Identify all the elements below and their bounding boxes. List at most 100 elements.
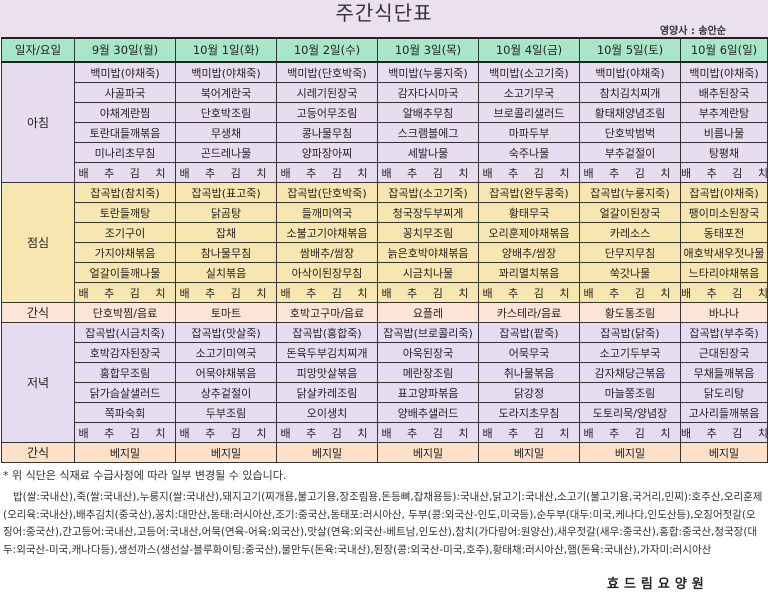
menu-cell: 배 추 김 치 <box>579 282 681 303</box>
menu-cell: 잡곡밥(홍합죽) <box>276 322 378 343</box>
menu-cell: 배 추 김 치 <box>478 422 580 443</box>
night-snack-row: 간식 베지밀 베지밀 베지밀 베지밀 베지밀 베지밀 베지밀 <box>1 442 768 463</box>
menu-cell: 청국장두부찌게 <box>377 202 479 223</box>
menu-cell: 오이생치 <box>276 402 378 423</box>
menu-cell: 쌈배추/쌈장 <box>276 242 378 263</box>
menu-cell: 배 추 김 치 <box>478 282 580 303</box>
breakfast-row: 아침 백미밥(야채죽) 백미밥(야채죽) 백미밥(단호박죽) 백미밥(누룽지죽) 백미밥(… <box>1 61 768 183</box>
breakfast-row: 미나리초무침 곤드레나물 양파장아찌 세발나물 숙주나물 부추겉절이 탕평채 <box>2 142 768 163</box>
menu-cell: 베지밀 <box>579 442 681 463</box>
menu-cell: 배 추 김 치 <box>276 422 378 443</box>
menu-cell: 잡곡밥(단호박죽) <box>276 182 378 203</box>
day-header: 9월 30일(월) <box>74 37 176 63</box>
lunch-label: 점심 <box>1 182 75 303</box>
menu-cell: 배 추 김 치 <box>175 422 277 443</box>
menu-cell: 고사리들깨볶음 <box>680 402 768 423</box>
menu-cell: 잡곡밥(야채죽) <box>680 182 768 203</box>
menu-cell: 배추된장국 <box>680 82 768 103</box>
weekly-menu-table: 일자/요일 9월 30일(월) 10월 1일(화) 10월 2일(수) 10월 … <box>1 37 768 463</box>
menu-cell: 무채들깨볶음 <box>680 362 768 383</box>
menu-cell: 표고양파볶음 <box>377 382 479 403</box>
dinner-row: 홍합무조림 어묵야채볶음 피망맛살볶음 메란장조림 취나물볶음 감자채당근볶음 무채들깨볶음 <box>2 362 768 383</box>
menu-cell: 배 추 김 치 <box>74 162 176 183</box>
menu-cell: 얼갈이들깨나물 <box>74 262 176 283</box>
menu-cell: 베지밀 <box>377 442 479 463</box>
corner-header: 일자/요일 <box>1 37 75 63</box>
breakfast-row: 토란대들깨볶음 무생채 콩나물무침 스크램블에그 마파두부 단호박범벅 비름나물 <box>2 122 768 143</box>
menu-cell: 느타리야채볶음 <box>680 262 768 283</box>
menu-cell: 베지밀 <box>74 442 176 463</box>
lunch-row: 점심 잡곡밥(참치죽) 잡곡밥(표고죽) 잡곡밥(단호박죽) 잡곡밥(소고기죽) 잡곡밥(… <box>1 182 768 303</box>
menu-cell: 콩나물무침 <box>276 122 378 143</box>
menu-cell: 잡곡밥(참치죽) <box>74 182 176 203</box>
menu-cell: 양배추샐러드 <box>377 402 479 423</box>
menu-cell: 야채계란찜 <box>74 102 176 123</box>
menu-cell: 닭도리탕 <box>680 382 768 403</box>
menu-cell: 배 추 김 치 <box>377 422 479 443</box>
menu-cell: 아욱된장국 <box>377 342 479 363</box>
change-disclaimer: * 위 식단은 식재료 수급사정에 따라 일부 변경될 수 있습니다. <box>3 469 287 482</box>
menu-cell: 잡곡밥(누룽지죽) <box>579 182 681 203</box>
menu-cell: 단호박찜/음료 <box>74 302 176 323</box>
menu-cell: 메란장조림 <box>377 362 479 383</box>
menu-cell: 닭곰탕 <box>175 202 277 223</box>
menu-cell: 백미밥(소고기죽) <box>478 61 580 83</box>
menu-cell: 두부조림 <box>175 402 277 423</box>
dinner-row: 닭가슴살샐러드 상추겉절이 닭살카레조림 표고양파볶음 닭강정 마늘쫑조림 닭도리탕 <box>2 382 768 403</box>
menu-cell: 닭강정 <box>478 382 580 403</box>
menu-cell: 잡곡밥(닭죽) <box>579 322 681 343</box>
menu-cell: 근대된장국 <box>680 342 768 363</box>
breakfast-row: 야채계란찜 단호박조림 고등어무조림 알배추무침 브로콜리샐러드 황태채양념조림 부추계란탕 <box>2 102 768 123</box>
menu-cell: 베지밀 <box>680 442 768 463</box>
menu-cell: 조기구이 <box>74 222 176 243</box>
day-header: 10월 5일(토) <box>579 37 681 63</box>
menu-cell: 토란대들깨볶음 <box>74 122 176 143</box>
menu-cell: 황도통조림 <box>579 302 681 323</box>
menu-cell: 양파장아찌 <box>276 142 378 163</box>
day-header: 10월 3일(목) <box>377 37 479 63</box>
menu-cell: 토마트 <box>175 302 277 323</box>
menu-cell: 소고기무국 <box>478 82 580 103</box>
menu-cell: 배 추 김 치 <box>175 282 277 303</box>
menu-cell: 브로콜리샐러드 <box>478 102 580 123</box>
menu-cell: 배 추 김 치 <box>680 162 768 183</box>
menu-cell: 취나물볶음 <box>478 362 580 383</box>
menu-cell: 동태포전 <box>680 222 768 243</box>
menu-cell: 꽈리멸치볶음 <box>478 262 580 283</box>
menu-cell: 토란들깨탕 <box>74 202 176 223</box>
menu-cell: 백미밥(야채죽) <box>579 61 681 83</box>
menu-cell: 베지밀 <box>478 442 580 463</box>
menu-cell: 마늘쫑조림 <box>579 382 681 403</box>
menu-cell: 잡곡밥(브로콜리죽) <box>377 322 479 343</box>
menu-cell: 어묵무국 <box>478 342 580 363</box>
menu-cell: 늙은호박야채볶음 <box>377 242 479 263</box>
menu-cell: 잡곡밥(완두콩죽) <box>478 182 580 203</box>
menu-cell: 배 추 김 치 <box>74 282 176 303</box>
menu-cell: 얼갈이된장국 <box>579 202 681 223</box>
menu-cell: 홍합무조림 <box>74 362 176 383</box>
menu-cell: 닭살카레조림 <box>276 382 378 403</box>
menu-cell: 소고기미역국 <box>175 342 277 363</box>
menu-cell: 탕평채 <box>680 142 768 163</box>
menu-cell: 도라지초무침 <box>478 402 580 423</box>
menu-cell: 잡곡밥(시금치죽) <box>74 322 176 343</box>
menu-cell: 시금치나물 <box>377 262 479 283</box>
origin-info: 밥(쌀:국내산),죽(쌀:국내산),누룽지(쌀:국내산),돼지고기(찌개용,불고… <box>3 491 763 556</box>
menu-cell: 도토리묵/양념장 <box>579 402 681 423</box>
menu-cell: 쑥갓나물 <box>579 262 681 283</box>
menu-cell: 알배추무침 <box>377 102 479 123</box>
menu-cell: 어묵야채볶음 <box>175 362 277 383</box>
menu-cell: 바나나 <box>680 302 768 323</box>
menu-cell: 쪽파숙회 <box>74 402 176 423</box>
day-header: 10월 2일(수) <box>276 37 378 63</box>
header-row: 일자/요일 9월 30일(월) 10월 1일(화) 10월 2일(수) 10월 … <box>1 37 768 63</box>
menu-cell: 배 추 김 치 <box>276 282 378 303</box>
menu-cell: 배 추 김 치 <box>579 422 681 443</box>
menu-cell: 잡곡밥(소고기죽) <box>377 182 479 203</box>
dinner-row: 저녁 잡곡밥(시금치죽) 잡곡밥(맛살죽) 잡곡밥(홍합죽) 잡곡밥(브로콜리죽) 잡곡밥… <box>1 322 768 443</box>
lunch-row: 토란들깨탕 닭곰탕 들깨미역국 청국장두부찌게 황태무국 얼갈이된장국 팽이미소된장국 <box>2 202 768 223</box>
menu-cell: 요플레 <box>377 302 479 323</box>
menu-cell: 잡곡밥(표고죽) <box>175 182 277 203</box>
